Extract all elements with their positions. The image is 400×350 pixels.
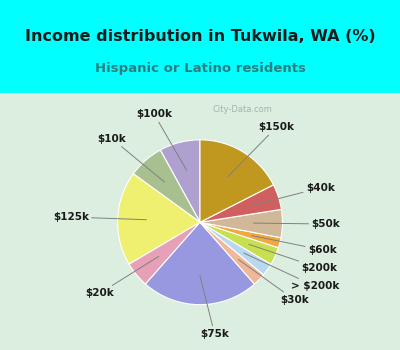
Text: $60k: $60k	[252, 236, 336, 255]
Wedge shape	[200, 185, 282, 222]
Wedge shape	[160, 140, 200, 222]
Wedge shape	[200, 209, 282, 238]
Text: Income distribution in Tukwila, WA (%): Income distribution in Tukwila, WA (%)	[25, 29, 375, 44]
Text: Hispanic or Latino residents: Hispanic or Latino residents	[94, 62, 306, 75]
Text: $40k: $40k	[251, 183, 335, 206]
Wedge shape	[146, 222, 254, 304]
Text: $50k: $50k	[254, 219, 340, 229]
Text: $30k: $30k	[238, 260, 309, 305]
Wedge shape	[200, 140, 274, 222]
Wedge shape	[200, 222, 271, 275]
Wedge shape	[200, 222, 278, 264]
Wedge shape	[133, 150, 200, 222]
Wedge shape	[200, 222, 281, 248]
Text: $20k: $20k	[86, 257, 159, 298]
Wedge shape	[200, 222, 264, 284]
Text: $200k: $200k	[249, 244, 338, 273]
Text: $10k: $10k	[98, 134, 164, 182]
Text: $75k: $75k	[200, 276, 229, 338]
Text: $150k: $150k	[228, 122, 294, 176]
Text: $125k: $125k	[53, 212, 146, 222]
Text: $100k: $100k	[136, 110, 187, 170]
Text: City-Data.com: City-Data.com	[213, 105, 272, 114]
Wedge shape	[118, 174, 200, 264]
Text: > $200k: > $200k	[244, 253, 340, 291]
Wedge shape	[129, 222, 200, 284]
